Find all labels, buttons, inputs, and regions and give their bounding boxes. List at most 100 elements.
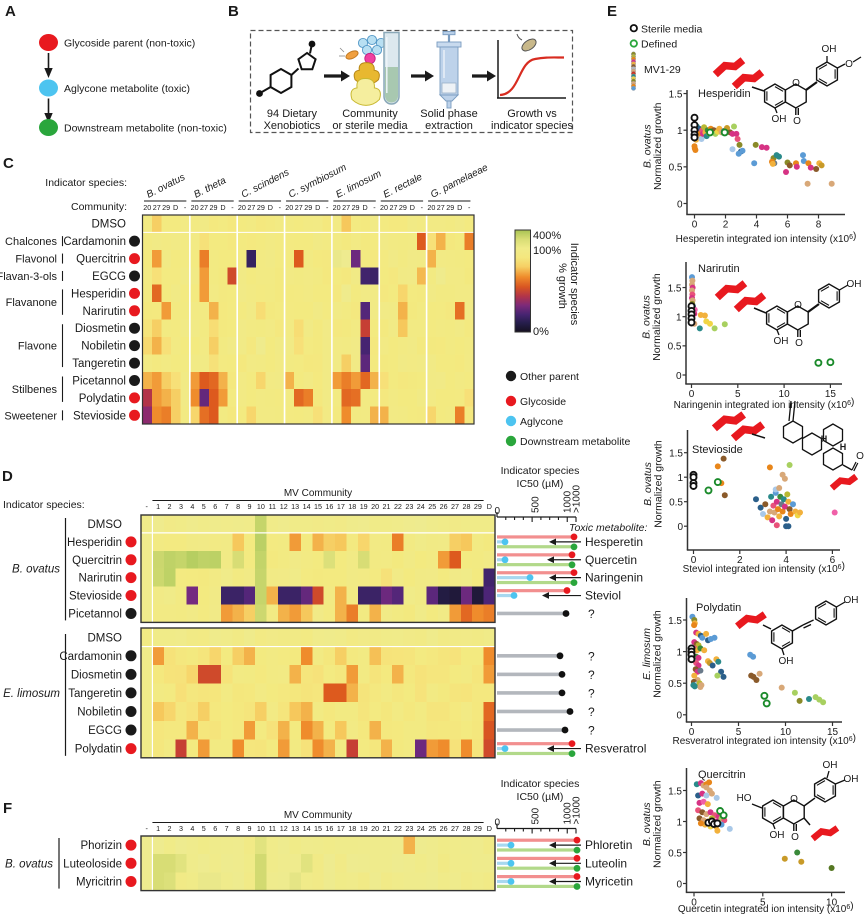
svg-text:0: 0 (494, 506, 500, 517)
svg-text:15: 15 (314, 502, 322, 511)
svg-text:2: 2 (737, 555, 743, 566)
svg-text:6: 6 (213, 824, 217, 833)
svg-text:D: D (457, 203, 462, 212)
svg-text:D: D (2, 468, 13, 485)
svg-text:Picetannol: Picetannol (68, 608, 122, 620)
svg-text:E. limosum: E. limosum (641, 628, 653, 680)
svg-text:Other parent: Other parent (520, 371, 579, 383)
svg-text:Polydatin: Polydatin (696, 602, 741, 614)
svg-text:Quercetin: Quercetin (585, 553, 637, 567)
svg-text:O: O (792, 78, 800, 89)
svg-text:10: 10 (826, 897, 838, 908)
svg-text:10: 10 (257, 824, 265, 833)
svg-text:0: 0 (494, 818, 500, 829)
svg-text:-: - (373, 203, 376, 212)
svg-text:O: O (856, 451, 864, 462)
svg-text:OH: OH (772, 114, 787, 125)
svg-text:Quercitrin: Quercitrin (76, 254, 126, 266)
svg-text:29: 29 (162, 203, 170, 212)
svg-text:2: 2 (168, 824, 172, 833)
svg-text:0: 0 (689, 727, 695, 738)
svg-text:Hesperidin: Hesperidin (71, 288, 126, 300)
svg-text:D: D (315, 203, 320, 212)
svg-text:-: - (146, 824, 149, 833)
svg-text:29: 29 (446, 203, 454, 212)
svg-text:Glycoside parent (non-toxic): Glycoside parent (non-toxic) (64, 38, 195, 50)
svg-text:10: 10 (780, 727, 792, 738)
svg-text:F: F (3, 800, 12, 817)
svg-text:DMSO: DMSO (88, 519, 123, 531)
svg-text:Picetannol: Picetannol (72, 375, 126, 387)
svg-text:Aglycone metabolite (toxic): Aglycone metabolite (toxic) (64, 83, 190, 95)
svg-text:Normalized growth: Normalized growth (651, 273, 663, 361)
svg-text:C: C (3, 155, 14, 172)
svg-text:Narirutin: Narirutin (83, 306, 126, 318)
svg-text:26: 26 (440, 824, 448, 833)
svg-text:Downstream metabolite (non-tox: Downstream metabolite (non-toxic) (64, 123, 227, 135)
svg-text:1000: 1000 (563, 490, 574, 513)
svg-text:Downstream metabolite: Downstream metabolite (520, 436, 630, 448)
svg-text:Xenobiotics: Xenobiotics (264, 120, 321, 132)
svg-text:O: O (790, 794, 798, 805)
svg-text:6: 6 (830, 555, 836, 566)
svg-text:8: 8 (816, 220, 822, 231)
svg-text:D: D (410, 203, 415, 212)
svg-text:27: 27 (342, 203, 350, 212)
svg-text:18: 18 (348, 502, 356, 511)
svg-text:IC50 (µM): IC50 (µM) (517, 791, 564, 803)
svg-text:H: H (821, 434, 828, 444)
svg-text:0: 0 (677, 522, 683, 533)
svg-text:Nobiletin: Nobiletin (77, 706, 122, 718)
svg-text:OH: OH (822, 44, 837, 55)
svg-text:29: 29 (210, 203, 218, 212)
svg-text:8: 8 (236, 502, 240, 511)
svg-text:17: 17 (337, 824, 345, 833)
svg-text:extraction: extraction (425, 120, 473, 132)
svg-text:Chalcones: Chalcones (5, 236, 57, 248)
svg-text:0: 0 (689, 389, 695, 400)
svg-text:24: 24 (417, 824, 425, 833)
svg-text:7: 7 (225, 502, 229, 511)
svg-text:Hesperetin integrated ion inte: Hesperetin integrated ion intensity (x10… (676, 231, 857, 245)
svg-text:25: 25 (428, 824, 436, 833)
svg-text:29: 29 (304, 203, 312, 212)
svg-text:OH: OH (847, 279, 862, 290)
svg-text:Stilbenes: Stilbenes (12, 384, 58, 396)
svg-text:9: 9 (247, 824, 251, 833)
svg-text:1.5: 1.5 (668, 283, 682, 294)
svg-text:indicator species: indicator species (491, 120, 573, 132)
svg-text:12: 12 (280, 824, 288, 833)
svg-text:D: D (173, 203, 178, 212)
svg-text:29: 29 (257, 203, 265, 212)
svg-text:MV Community: MV Community (284, 810, 352, 821)
svg-text:Quercetin integrated ion inten: Quercetin integrated ion intensity (x106… (678, 901, 854, 915)
svg-text:27: 27 (295, 203, 303, 212)
svg-text:20: 20 (371, 502, 379, 511)
svg-text:Resveratrol: Resveratrol (585, 742, 646, 756)
svg-text:Solid phase: Solid phase (420, 108, 478, 120)
svg-text:Phorizin: Phorizin (80, 840, 122, 852)
svg-text:1: 1 (156, 824, 160, 833)
svg-text:1000: 1000 (563, 802, 574, 825)
svg-text:OH: OH (844, 774, 859, 785)
svg-text:29: 29 (399, 203, 407, 212)
svg-text:Luteolin: Luteolin (585, 856, 627, 870)
svg-text:O: O (845, 59, 853, 70)
svg-text:10: 10 (779, 389, 791, 400)
svg-text:% growth: % growth (556, 263, 568, 309)
svg-text:29: 29 (474, 824, 482, 833)
svg-text:Flavone: Flavone (18, 341, 57, 353)
svg-text:0: 0 (677, 199, 683, 210)
svg-text:HO: HO (737, 793, 752, 804)
svg-text:1: 1 (676, 817, 682, 828)
svg-text:Diosmetin: Diosmetin (71, 669, 122, 681)
svg-text:B. ovatus: B. ovatus (641, 294, 653, 339)
svg-text:1.5: 1.5 (668, 786, 682, 797)
svg-text:Growth vs: Growth vs (507, 108, 557, 120)
svg-text:Naringenin integrated ion inte: Naringenin integrated ion intensity (x10… (674, 397, 855, 411)
svg-text:-: - (231, 203, 234, 212)
svg-text:B. ovatus: B. ovatus (641, 802, 653, 847)
svg-text:B. ovatus: B. ovatus (12, 564, 60, 576)
svg-text:Phloretin: Phloretin (585, 838, 632, 852)
svg-text:E: E (607, 3, 617, 20)
